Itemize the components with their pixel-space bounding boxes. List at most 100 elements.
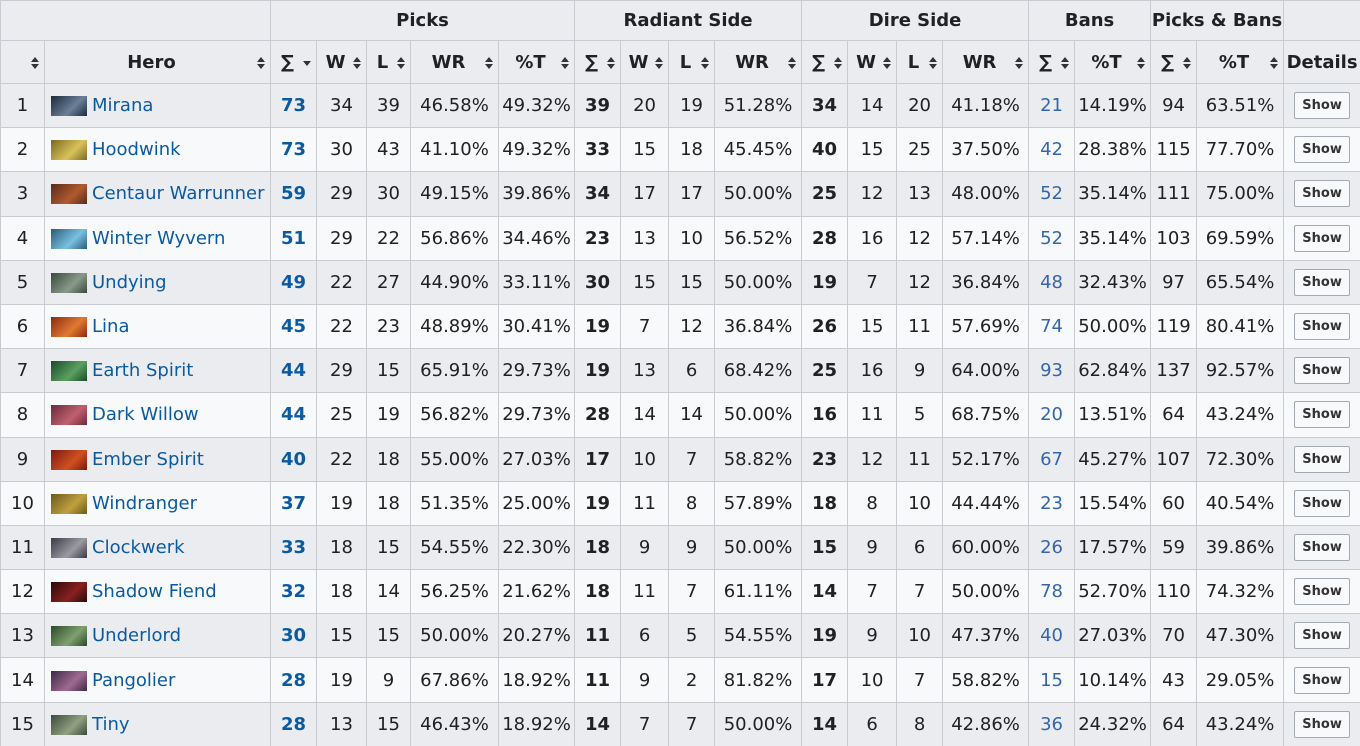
show-button[interactable]: Show xyxy=(1294,136,1350,164)
stat-cell: 55.00% xyxy=(410,436,499,482)
column-header[interactable]: W xyxy=(847,40,898,84)
show-button[interactable]: Show xyxy=(1294,313,1350,341)
hero-icon xyxy=(51,184,87,205)
column-header[interactable]: %T xyxy=(1196,40,1285,84)
stat-cell: 44 xyxy=(270,348,317,394)
stat-cell: 12 xyxy=(847,171,898,217)
column-header[interactable]: L xyxy=(366,40,411,84)
show-button[interactable]: Show xyxy=(1294,224,1350,252)
stat-cell: 17 xyxy=(668,171,716,217)
show-button[interactable]: Show xyxy=(1294,401,1350,429)
column-header[interactable]: %T xyxy=(1074,40,1152,84)
hero-cell: Lina xyxy=(44,303,271,350)
stat-cell: 9 xyxy=(847,524,898,571)
stat-cell: 9 xyxy=(620,657,670,703)
hero-link[interactable]: Earth Spirit xyxy=(92,360,194,382)
show-button[interactable]: Show xyxy=(1294,666,1350,694)
details-cell: Show xyxy=(1283,436,1360,482)
hero-link[interactable]: Centaur Warrunner xyxy=(92,183,265,205)
stat-cell: 43 xyxy=(1150,657,1198,703)
show-button[interactable]: Show xyxy=(1294,268,1350,296)
rank-cell: 13 xyxy=(0,613,45,659)
hero-link[interactable]: Hoodwink xyxy=(92,139,181,161)
column-header[interactable]: L xyxy=(668,40,716,84)
rank-cell: 1 xyxy=(0,82,45,129)
hero-link[interactable]: Undying xyxy=(92,271,167,293)
stat-cell: 7 xyxy=(847,259,898,305)
column-header[interactable]: ∑ xyxy=(574,40,622,84)
column-header[interactable]: L xyxy=(896,40,944,84)
column-header[interactable]: Hero xyxy=(44,40,271,84)
stat-cell: 50.00% xyxy=(714,259,803,305)
hero-link[interactable]: Shadow Fiend xyxy=(92,581,217,603)
stat-cell: 36 xyxy=(1028,701,1076,746)
stat-cell: 6 xyxy=(847,701,898,746)
details-cell: Show xyxy=(1283,171,1360,217)
stat-cell: 58.82% xyxy=(714,436,803,482)
stat-cell: 30 xyxy=(574,259,622,305)
stat-cell: 29.73% xyxy=(497,392,576,438)
show-button[interactable]: Show xyxy=(1294,489,1350,517)
show-button[interactable]: Show xyxy=(1294,622,1350,650)
hero-link[interactable]: Winter Wyvern xyxy=(92,227,226,249)
column-header[interactable]: %T xyxy=(497,40,576,84)
hero-link[interactable]: Lina xyxy=(92,316,130,338)
rank-cell: 5 xyxy=(0,259,45,305)
stat-cell: 40 xyxy=(270,436,317,482)
stat-cell: 70 xyxy=(1150,613,1198,659)
hero-link[interactable]: Pangolier xyxy=(92,669,176,691)
show-button[interactable]: Show xyxy=(1294,533,1350,561)
show-button[interactable]: Show xyxy=(1294,445,1350,473)
hero-cell: Dark Willow xyxy=(44,392,271,438)
column-header[interactable]: WR xyxy=(942,40,1030,84)
column-header[interactable]: WR xyxy=(714,40,803,84)
stat-cell: 32.43% xyxy=(1074,259,1152,305)
stat-cell: 42.86% xyxy=(942,701,1030,746)
stat-cell: 44.90% xyxy=(410,259,499,305)
stat-cell: 25 xyxy=(801,348,849,394)
hero-link[interactable]: Underlord xyxy=(92,625,182,647)
stat-cell: 73 xyxy=(270,82,317,129)
column-header[interactable]: ∑ xyxy=(270,40,317,84)
column-header[interactable]: W xyxy=(316,40,367,84)
hero-icon xyxy=(51,670,87,691)
column-header[interactable]: WR xyxy=(410,40,499,84)
show-button[interactable]: Show xyxy=(1294,578,1350,606)
column-header[interactable]: ∑ xyxy=(801,40,849,84)
hero-link[interactable]: Ember Spirit xyxy=(92,448,204,470)
stat-cell: 51.35% xyxy=(410,480,499,526)
hero-icon xyxy=(51,582,87,603)
show-button[interactable]: Show xyxy=(1294,92,1350,120)
stat-cell: 33.11% xyxy=(497,259,576,305)
stat-cell: 51.28% xyxy=(714,82,803,129)
stat-cell: 39.86% xyxy=(1196,524,1285,571)
show-button[interactable]: Show xyxy=(1294,180,1350,208)
hero-cell: Underlord xyxy=(44,613,271,659)
hero-link[interactable]: Dark Willow xyxy=(92,404,199,426)
rank-cell: 7 xyxy=(0,348,45,394)
stat-cell: 50.00% xyxy=(410,613,499,659)
stat-cell: 63.51% xyxy=(1196,82,1285,129)
stat-cell: 46.58% xyxy=(410,82,499,129)
stat-cell: 18 xyxy=(316,524,367,571)
rank-header[interactable] xyxy=(0,40,45,84)
hero-link[interactable]: Windranger xyxy=(92,492,197,514)
stat-cell: 45.27% xyxy=(1074,436,1152,482)
hero-row: 10 Windranger 37 19 18 51.35% 25.00% 19 11 8 57.89… xyxy=(0,480,1360,526)
stat-cell: 93 xyxy=(1028,348,1076,394)
show-button[interactable]: Show xyxy=(1294,710,1350,738)
stat-cell: 24.32% xyxy=(1074,701,1152,746)
column-header[interactable]: ∑ xyxy=(1150,40,1198,84)
stat-cell: 15 xyxy=(620,259,670,305)
hero-link[interactable]: Mirana xyxy=(92,95,154,117)
column-header[interactable]: W xyxy=(620,40,670,84)
column-header[interactable]: ∑ xyxy=(1028,40,1076,84)
show-button[interactable]: Show xyxy=(1294,357,1350,385)
hero-link[interactable]: Tiny xyxy=(92,713,130,735)
stat-cell: 49.32% xyxy=(497,127,576,173)
stat-cell: 47.30% xyxy=(1196,613,1285,659)
hero-icon xyxy=(51,537,87,558)
stat-cell: 29.73% xyxy=(497,348,576,394)
stat-cell: 78 xyxy=(1028,569,1076,615)
hero-link[interactable]: Clockwerk xyxy=(92,536,185,558)
